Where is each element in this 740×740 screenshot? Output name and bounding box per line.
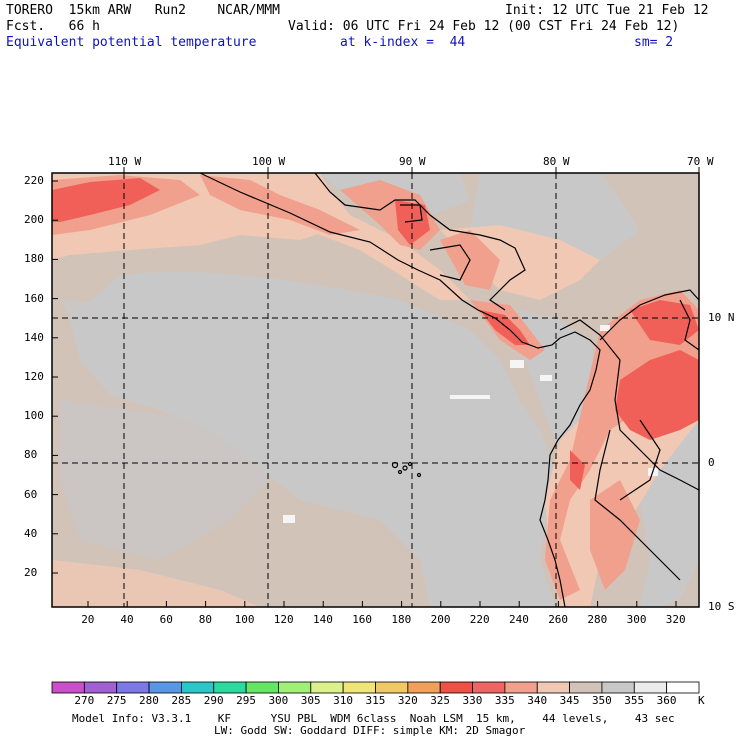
colorbar-swatch xyxy=(278,681,312,694)
y-tick-label: 180 xyxy=(24,252,44,266)
colorbar-label: 345 xyxy=(559,694,580,707)
colorbar-swatch xyxy=(569,681,603,694)
model-title: TORERO 15km ARW Run2 NCAR/MMM xyxy=(6,3,280,18)
colorbar-swatch xyxy=(536,681,570,694)
x-tick-label: 300 xyxy=(626,613,647,626)
y-tick-label: 80 xyxy=(24,448,38,462)
x-tick-label: 60 xyxy=(159,613,173,626)
y-tick-label: 40 xyxy=(24,526,38,540)
lat-label-10s: 10 S xyxy=(708,600,735,613)
level-info: at k-index = 44 xyxy=(340,35,466,50)
colorbar-label: 295 xyxy=(236,694,256,707)
x-tick-label: 260 xyxy=(548,613,569,626)
x-tick-label: 140 xyxy=(313,613,333,626)
smoothing-info: sm= 2 xyxy=(634,35,674,50)
x-tick-label: 200 xyxy=(430,613,451,626)
colorbar-label: 330 xyxy=(462,694,483,707)
latlon-grid xyxy=(52,173,699,607)
lat-label-0: 0 xyxy=(708,456,715,469)
y-tick-label: 100 xyxy=(24,409,44,423)
lon-label-100w: 100 W xyxy=(252,155,286,168)
colorbar-label: 300 xyxy=(268,694,289,707)
colorbar-swatch xyxy=(666,681,700,694)
x-tick-label: 220 xyxy=(469,613,490,626)
x-tick-label: 240 xyxy=(509,613,529,626)
x-tick-label: 320 xyxy=(665,613,686,626)
x-tick-label: 100 xyxy=(234,613,255,626)
lon-label-70w: 70 W xyxy=(687,155,714,168)
x-tick-label: 160 xyxy=(352,613,373,626)
colorbar-swatch xyxy=(51,681,85,694)
field-name: Equivalent potential temperature xyxy=(6,35,257,50)
colorbar-label: 280 xyxy=(139,694,159,707)
colorbar-swatch xyxy=(439,681,473,694)
model-info: Model Info: V3.3.1 KF YSU PBL WDM 6class… xyxy=(72,712,675,725)
lat-label-10n: 10 N xyxy=(708,311,735,324)
colorbar-label: 290 xyxy=(203,694,224,707)
x-tick-label: 120 xyxy=(273,613,294,626)
colorbar-swatch xyxy=(245,681,279,694)
y-tick-label: 160 xyxy=(24,291,44,305)
y-tick-label: 120 xyxy=(24,370,44,383)
x-tick-label: 80 xyxy=(198,613,213,626)
colorbar-swatch xyxy=(407,681,441,694)
colorbar-label: 355 xyxy=(624,694,645,707)
init-time: Init: 12 UTC Tue 21 Feb 12 xyxy=(505,3,709,18)
valid-time: Valid: 06 UTC Fri 24 Feb 12 (00 CST Fri … xyxy=(288,19,680,34)
colorbar-label: 325 xyxy=(430,694,451,707)
x-tick-label: 40 xyxy=(120,613,134,626)
colorbar xyxy=(51,681,700,694)
colorbar-swatch xyxy=(310,681,344,694)
lon-label-90w: 90 W xyxy=(399,155,426,168)
lon-ticks xyxy=(123,167,700,173)
colorbar-label: 305 xyxy=(300,694,321,707)
x-tick-label: 20 xyxy=(81,613,95,626)
colorbar-label: 335 xyxy=(494,694,515,707)
colorbar-swatch xyxy=(148,681,182,694)
gray-regions xyxy=(60,173,699,607)
colorbar-label: 340 xyxy=(527,694,548,707)
lon-label-110w: 110 W xyxy=(108,155,142,168)
colorbar-swatch xyxy=(633,681,668,694)
y-tick-label: 220 xyxy=(24,174,44,187)
colorbar-label: 270 xyxy=(74,694,95,707)
colorbar-label: 275 xyxy=(106,694,127,707)
colorbar-label: 350 xyxy=(591,694,612,707)
colorbar-label: 320 xyxy=(397,694,418,707)
y-tick-label: 140 xyxy=(24,330,44,344)
colorbar-swatch xyxy=(504,681,538,694)
colorbar-swatch xyxy=(83,681,118,694)
colorbar-label: 315 xyxy=(365,694,386,707)
colorbar-swatch xyxy=(472,681,506,694)
y-tick-label: 200 xyxy=(24,213,44,227)
colorbar-label: 285 xyxy=(171,694,192,707)
colorbar-swatch xyxy=(375,681,409,694)
x-tick-label: 180 xyxy=(391,613,412,626)
lon-label-80w: 80 W xyxy=(543,155,570,168)
physics-info: LW: Godd SW: Goddard DIFF: simple KM: 2D… xyxy=(214,724,526,737)
colorbar-swatch xyxy=(116,681,150,694)
coastlines xyxy=(199,172,700,608)
x-tick-label: 280 xyxy=(587,613,608,626)
colorbar-swatch xyxy=(180,681,215,694)
y-tick-label: 20 xyxy=(24,566,38,579)
colorbar-swatch xyxy=(601,681,635,694)
colorbar-label: 310 xyxy=(333,694,354,707)
colorbar-unit: K xyxy=(698,694,705,707)
forecast-hour: Fcst. 66 h xyxy=(6,19,100,34)
colorbar-swatch xyxy=(342,681,376,694)
y-tick-label: 60 xyxy=(24,487,38,501)
colorbar-label: 360 xyxy=(656,694,677,707)
colorbar-swatch xyxy=(213,681,247,694)
map-frame xyxy=(51,172,700,608)
